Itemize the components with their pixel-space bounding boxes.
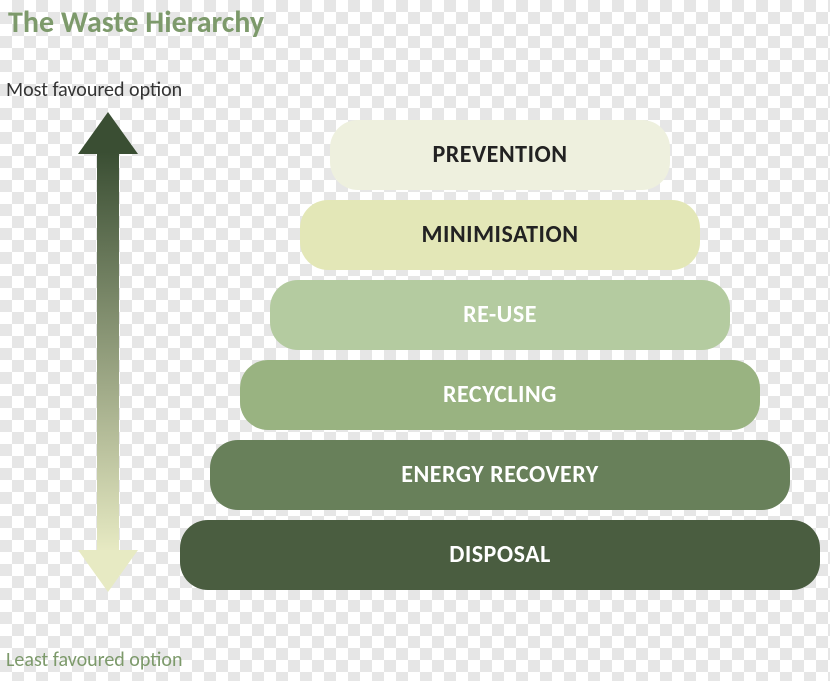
tier-prevention: PREVENTION bbox=[330, 120, 670, 190]
page-title: The Waste Hierarchy bbox=[8, 4, 264, 41]
caption-least-favoured: Least favoured option bbox=[6, 648, 182, 672]
arrow-shaft bbox=[97, 152, 119, 552]
tier-minimisation: MINIMISATION bbox=[300, 200, 700, 270]
diagram-canvas: The Waste Hierarchy Most favoured option… bbox=[0, 0, 830, 681]
tier-re-use: RE-USE bbox=[270, 280, 730, 350]
arrow-head-up-icon bbox=[78, 112, 138, 154]
preference-arrow bbox=[78, 112, 138, 592]
arrow-head-down-icon bbox=[78, 550, 138, 592]
tier-disposal: DISPOSAL bbox=[180, 520, 820, 590]
tier-recycling: RECYCLING bbox=[240, 360, 760, 430]
tier-energy-recovery: ENERGY RECOVERY bbox=[210, 440, 790, 510]
caption-most-favoured: Most favoured option bbox=[6, 78, 182, 102]
